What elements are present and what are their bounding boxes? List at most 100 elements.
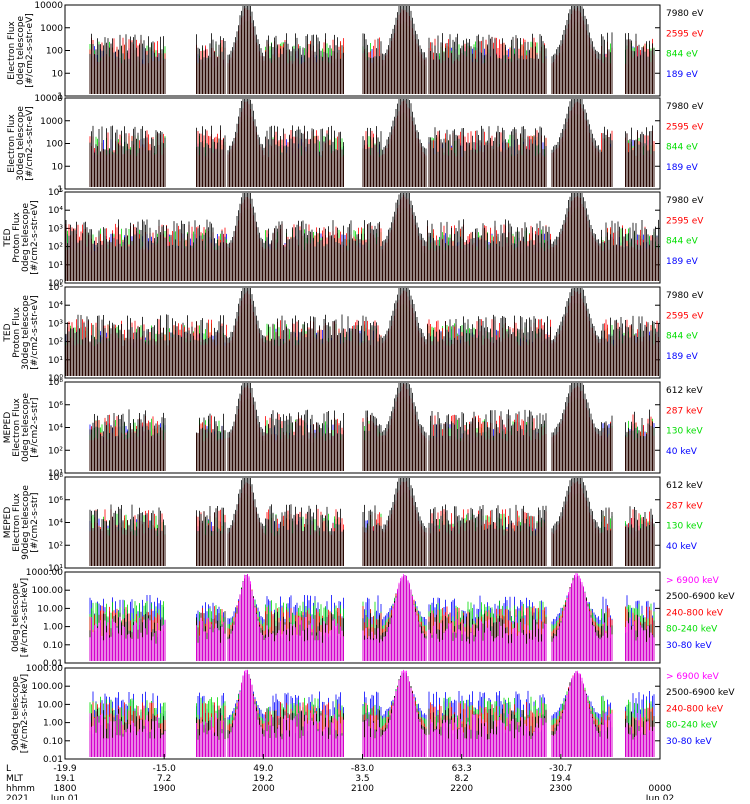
legend-entry: 40 keV bbox=[666, 447, 698, 457]
y-tick-label: 10¹ bbox=[48, 356, 63, 366]
y-axis-label: [#/cm2-s-str] bbox=[30, 492, 40, 552]
series-magenta bbox=[89, 669, 655, 757]
legend-entry: 2595 eV bbox=[666, 122, 704, 132]
y-axis-label: 0deg telescope bbox=[11, 583, 21, 653]
legend-entry: 30-80 keV bbox=[666, 641, 712, 651]
y-tick-label: 0.10 bbox=[43, 737, 63, 747]
x-tick-label: 7.2 bbox=[157, 774, 171, 784]
y-tick-label: 10² bbox=[48, 243, 63, 253]
y-tick-label: 10² bbox=[48, 446, 63, 456]
x-tick-label: 0000 bbox=[649, 784, 672, 794]
y-tick-label: 100 bbox=[46, 47, 63, 57]
legend-entry: 2500-6900 keV bbox=[666, 592, 735, 602]
legend-entry: 844 eV bbox=[666, 50, 699, 60]
y-tick-label: 1000.00 bbox=[26, 568, 63, 578]
legend-entry: 30-80 keV bbox=[666, 737, 712, 747]
x-tick-label: -15.0 bbox=[153, 764, 177, 774]
y-axis-label: 0deg telescope bbox=[21, 203, 31, 273]
x-tick-label: 2100 bbox=[351, 784, 374, 794]
y-tick-label: 10⁵ bbox=[48, 283, 63, 293]
legend-entry: 240-800 keV bbox=[666, 704, 724, 714]
legend-entry: 130 keV bbox=[666, 522, 703, 532]
y-tick-label: 1000.00 bbox=[26, 664, 63, 674]
series-black bbox=[89, 99, 655, 187]
x-tick-label: 3.5 bbox=[355, 774, 369, 784]
y-axis-label: 30deg telescope bbox=[21, 295, 31, 370]
x-tick-label: 1800 bbox=[54, 784, 77, 794]
legend-entry: 844 eV bbox=[666, 332, 699, 342]
y-tick-label: 10¹ bbox=[48, 564, 63, 574]
y-axis-label: Electron Flux bbox=[7, 21, 17, 80]
y-tick-label: 10⁶ bbox=[48, 401, 63, 411]
y-tick-label: 10⁸ bbox=[48, 378, 63, 388]
series-magenta bbox=[89, 573, 655, 661]
y-tick-label: 10⁴ bbox=[48, 206, 63, 216]
x-tick-label: Jun 01 bbox=[50, 794, 79, 800]
legend-entry: 2595 eV bbox=[666, 216, 704, 226]
panel-7: 0.01 0.10 1.00 10.00 100.00 1000.00 0deg teles… bbox=[11, 568, 735, 669]
legend-entry: 7980 eV bbox=[666, 196, 704, 206]
legend-entry: 130 keV bbox=[666, 427, 703, 437]
x-tick-label: 2300 bbox=[549, 784, 572, 794]
y-axis-label: 0deg telescope bbox=[21, 393, 31, 463]
legend-entry: 7980 eV bbox=[666, 291, 704, 301]
legend-entry: 80-240 keV bbox=[666, 625, 718, 635]
y-axis-label: Electron Flux bbox=[12, 493, 22, 552]
legend-entry: 240-800 keV bbox=[666, 608, 724, 618]
series-black bbox=[89, 383, 655, 471]
legend-entry: 40 keV bbox=[666, 542, 698, 552]
panel-5: 10¹ 10² 10⁴ 10⁶ 10⁸ MEPED Electron Flux 0deg te… bbox=[3, 378, 703, 479]
y-axis-label: 90deg telescope bbox=[21, 485, 31, 560]
panel-frame bbox=[64, 191, 661, 284]
legend-entry: 844 eV bbox=[666, 237, 699, 247]
x-tick-label: -30.7 bbox=[549, 764, 572, 774]
panel-4: 10⁰ 10¹ 10² 10³ 10⁴ 10⁵ TED Proton Flux 30deg te… bbox=[3, 283, 704, 384]
x-tick-label: -83.0 bbox=[351, 764, 375, 774]
y-tick-label: 10.00 bbox=[37, 700, 63, 710]
y-tick-label: 100.00 bbox=[32, 682, 64, 692]
x-row-label: 2021 bbox=[6, 794, 29, 800]
panel-1: 1 10 100 1000 10000 Electron Flux 0deg telesco… bbox=[7, 1, 704, 102]
y-tick-label: 1000 bbox=[40, 24, 63, 34]
y-tick-label: 1000 bbox=[40, 117, 63, 127]
legend-entry: 844 eV bbox=[666, 143, 699, 153]
y-tick-label: 1 bbox=[57, 92, 63, 102]
x-tick-label: 2000 bbox=[252, 784, 275, 794]
y-axis-label: [#/cm2-s-str-eV] bbox=[30, 295, 40, 370]
panel-frame bbox=[64, 286, 661, 379]
y-axis-label: Electron Flux bbox=[12, 398, 22, 457]
x-tick-label: 63.3 bbox=[452, 764, 472, 774]
y-tick-label: 10 bbox=[52, 69, 64, 79]
y-axis-label: MEPED bbox=[3, 412, 13, 444]
x-tick-label: -19.9 bbox=[53, 764, 77, 774]
x-row-label: hhmm bbox=[6, 784, 35, 794]
legend-entry: 2595 eV bbox=[666, 29, 704, 39]
x-tick-label: 49.0 bbox=[253, 764, 273, 774]
y-axis-label: [#/cm2-s-str-eV] bbox=[25, 106, 35, 181]
y-axis-label: [#/cm2-s-str-eV] bbox=[25, 13, 35, 88]
x-tick-label: Jun 02 bbox=[645, 794, 674, 800]
y-tick-label: 0.01 bbox=[43, 659, 63, 669]
panel-6: 10¹ 10² 10⁴ 10⁶ 10⁸ MEPED Electron Flux 90deg t… bbox=[3, 473, 703, 574]
y-axis-label: TED bbox=[3, 228, 13, 247]
legend-entry: 189 eV bbox=[666, 163, 699, 173]
y-tick-label: 1 bbox=[57, 185, 63, 195]
panel-8: 0.01 0.10 1.00 10.00 100.00 1000.00 90deg tele… bbox=[11, 664, 735, 765]
y-axis-label: 90deg telescope bbox=[11, 676, 21, 751]
y-axis-label: TED bbox=[3, 323, 13, 342]
y-tick-label: 10² bbox=[48, 541, 63, 551]
y-tick-label: 0.01 bbox=[43, 755, 63, 765]
panel-frame bbox=[64, 571, 661, 664]
y-axis-label: 30deg telescope bbox=[16, 106, 26, 181]
x-row-label: L bbox=[6, 764, 11, 774]
series-black bbox=[89, 478, 655, 566]
legend-entry: 612 keV bbox=[666, 481, 703, 491]
legend-entry: 287 keV bbox=[666, 501, 703, 511]
y-axis-label: MEPED bbox=[3, 507, 13, 539]
y-tick-label: 10³ bbox=[48, 319, 63, 329]
x-row-label: MLT bbox=[6, 774, 24, 784]
y-tick-label: 10 bbox=[52, 162, 64, 172]
y-tick-label: 0.10 bbox=[43, 641, 63, 651]
y-tick-label: 10000 bbox=[34, 1, 63, 11]
y-tick-label: 10⁰ bbox=[48, 374, 63, 384]
